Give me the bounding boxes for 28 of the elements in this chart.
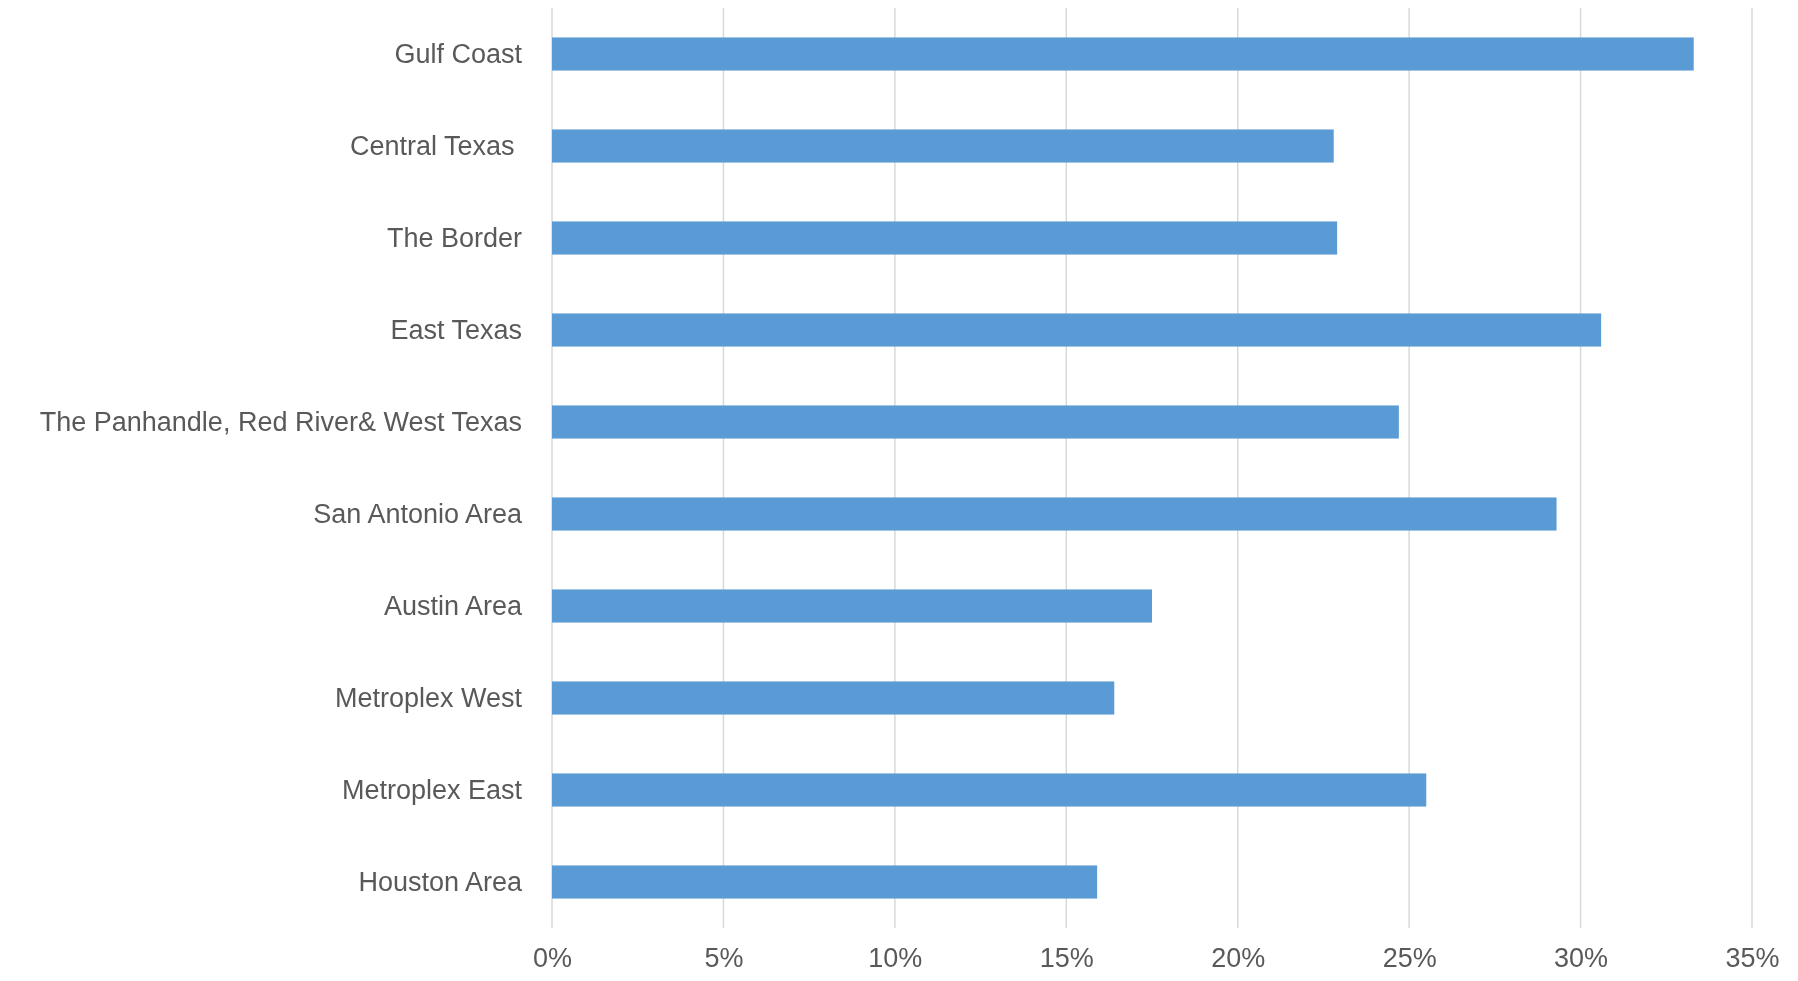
bar (552, 313, 1602, 347)
y-tick-label: Central Texas (349, 130, 522, 161)
y-tick-label: Houston Area (358, 866, 523, 897)
x-tick-label: 5% (704, 943, 744, 974)
bar (552, 497, 1557, 531)
x-tick-label: 30% (1554, 943, 1609, 974)
y-tick-label: San Antonio Area (313, 498, 523, 529)
y-tick-label: The Panhandle, Red River& West Texas (39, 406, 522, 437)
x-tick-label: 20% (1211, 943, 1266, 974)
bar (552, 865, 1098, 899)
y-tick-label: Metroplex East (341, 774, 523, 805)
x-tick-label: 10% (868, 943, 923, 974)
y-tick-label: Metroplex West (334, 682, 523, 713)
bar (552, 589, 1152, 623)
y-tick-label: East Texas (390, 314, 522, 345)
y-tick-label: The Border (386, 222, 522, 253)
bar (552, 37, 1694, 71)
bar (552, 129, 1334, 163)
bar (552, 221, 1338, 255)
x-tick-label: 15% (1039, 943, 1094, 974)
bar (552, 773, 1427, 807)
y-tick-label: Austin Area (383, 590, 523, 621)
x-tick-label: 0% (532, 943, 573, 974)
bar (552, 405, 1399, 439)
y-tick-label: Gulf Coast (394, 38, 523, 69)
x-tick-label: 25% (1382, 943, 1437, 974)
bar (552, 681, 1115, 715)
x-tick-label: 35% (1725, 943, 1780, 974)
